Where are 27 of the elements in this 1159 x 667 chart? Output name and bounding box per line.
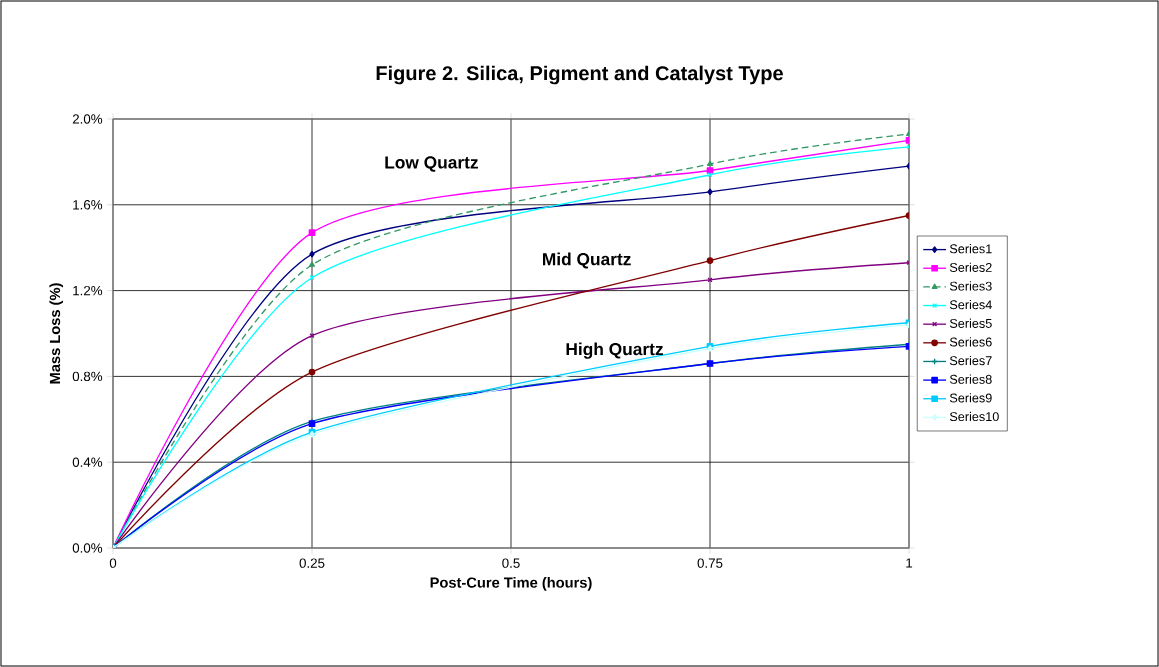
annotation: Low Quartz (385, 156, 478, 172)
annotation: Mid Quartz (543, 252, 631, 269)
legend-label: Series2 (949, 262, 992, 272)
chart-title: Figure 2. Silica, Pigment and Catalyst Type (376, 65, 783, 85)
y-tick-label: 1.6% (73, 200, 103, 210)
legend-label: Series6 (949, 337, 992, 347)
y-tick-label: 0.4% (72, 457, 103, 467)
y-axis-title: Mass Loss (%) (49, 283, 64, 384)
x-axis-title: Post-Cure Time (hours) (430, 577, 592, 591)
x-tick-label: 0 (109, 558, 117, 568)
x-tick-label: 0.5 (502, 558, 520, 568)
x-tick-label: 1 (906, 558, 913, 568)
x-tick-label: 0.75 (697, 558, 723, 568)
legend-label: Series1 (949, 244, 992, 254)
y-tick-label: 0.0% (72, 543, 103, 553)
x-tick-label: 0.25 (299, 558, 325, 568)
legend-label: Series3 (949, 281, 992, 291)
legend-label: Series9 (949, 393, 992, 403)
legend-label: Series10 (949, 411, 999, 422)
legend-label: Series4 (949, 299, 992, 310)
y-tick-label: 2.0% (72, 114, 103, 124)
y-tick-label: 1.2% (73, 285, 103, 296)
annotation: High Quartz (566, 342, 663, 359)
legend-label: Series8 (949, 374, 992, 384)
y-tick-label: 0.8% (72, 371, 103, 382)
legend-label: Series7 (949, 355, 992, 366)
legend-label: Series5 (949, 318, 992, 328)
